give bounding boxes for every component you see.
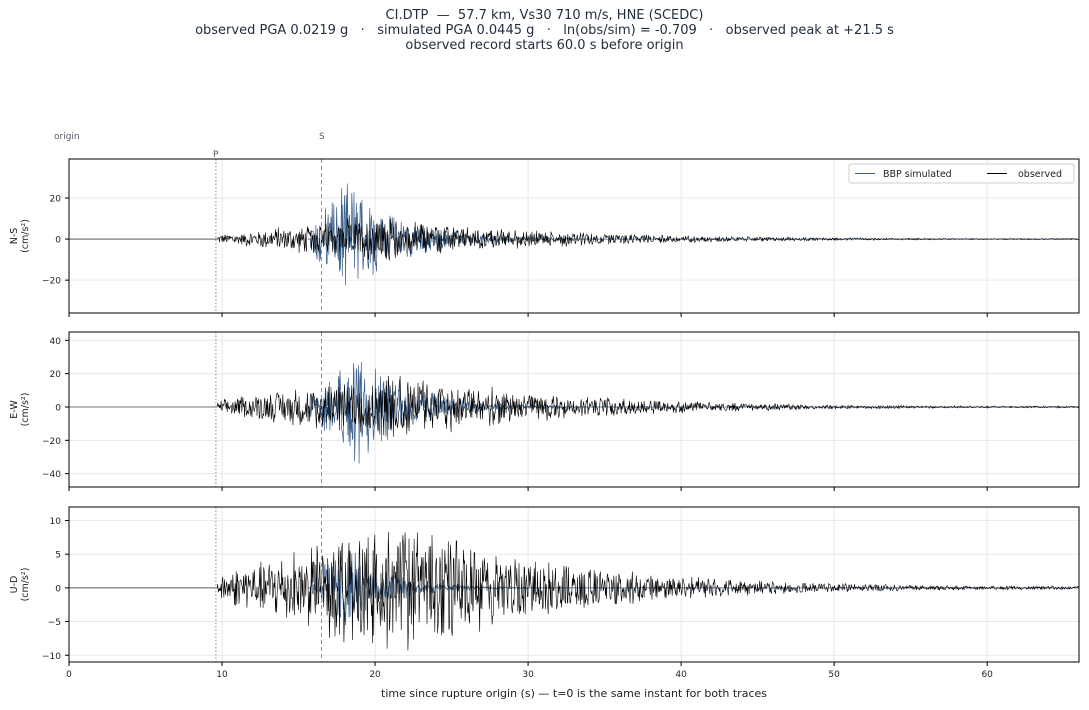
x-axis-label: time since rupture origin (s) — t=0 is t… — [381, 687, 767, 700]
y-tick-label: 0 — [55, 584, 61, 594]
legend-label-simulated: BBP simulated — [883, 169, 952, 180]
y-tick-label: −40 — [42, 470, 61, 480]
legend-label-observed: observed — [1018, 169, 1062, 180]
title-line-2: observed PGA 0.0219 g · simulated PGA 0.… — [195, 23, 894, 38]
simulated-trace — [308, 551, 1079, 626]
y-tick-label: 0 — [55, 236, 61, 246]
x-tick-label: 30 — [522, 670, 534, 680]
observed-trace — [68, 218, 1080, 262]
axes-frame — [68, 506, 1080, 663]
y-tick-label: 0 — [55, 404, 61, 414]
y-axis-label: N-S — [9, 228, 20, 245]
simulated-trace — [308, 183, 1079, 286]
s-marker-label: S — [319, 132, 325, 142]
observed-trace — [69, 375, 1080, 437]
legend-box — [848, 163, 1075, 184]
p-marker-label: P — [213, 150, 219, 160]
y-tick-label: 20 — [50, 370, 62, 380]
simulated-trace — [308, 361, 1079, 464]
x-tick-label: 50 — [828, 670, 840, 680]
x-tick-label: 20 — [369, 670, 381, 680]
title-line-1: CI.DTP — 57.7 km, Vs30 710 m/s, HNE (SCE… — [385, 8, 704, 23]
y-tick-label: 40 — [50, 337, 62, 347]
y-tick-label: −5 — [48, 618, 61, 628]
x-tick-label: 60 — [981, 670, 993, 680]
axes-frame — [68, 158, 1080, 314]
x-tick-label: 40 — [675, 670, 687, 680]
panel-2: −40 −20 0 20 40 E-W (cm/s²) — [9, 331, 1080, 491]
observed-trace — [68, 531, 1080, 651]
y-axis-label: (cm/s²) — [20, 393, 31, 427]
panel-3: −10 −5 0 5 10 0 10 20 30 40 50 60 U-D (cm/s²) time sin… — [9, 506, 1080, 700]
y-axis-label: (cm/s²) — [20, 219, 31, 253]
y-tick-label: −10 — [42, 652, 61, 662]
y-tick-label: 20 — [50, 195, 62, 205]
y-axis-label: (cm/s²) — [20, 568, 31, 602]
x-tick-label: 10 — [216, 670, 228, 680]
y-tick-label: 5 — [55, 551, 61, 561]
title-line-3: observed record starts 60.0 s before ori… — [405, 38, 684, 53]
x-tick-label: 0 — [66, 670, 72, 680]
panel-1: −20 0 20 N-S (cm/s²) BBP simulated observed — [9, 158, 1080, 317]
y-tick-label: 10 — [50, 517, 62, 527]
origin-marker-label: origin — [54, 132, 80, 142]
chart-title: CI.DTP — 57.7 km, Vs30 710 m/s, HNE (SCE… — [0, 8, 1089, 53]
y-axis-label: E-W — [9, 400, 20, 419]
y-axis-label: U-D — [9, 576, 20, 594]
axes-frame — [68, 331, 1080, 488]
y-tick-label: −20 — [42, 437, 61, 447]
y-tick-label: −20 — [42, 277, 61, 287]
